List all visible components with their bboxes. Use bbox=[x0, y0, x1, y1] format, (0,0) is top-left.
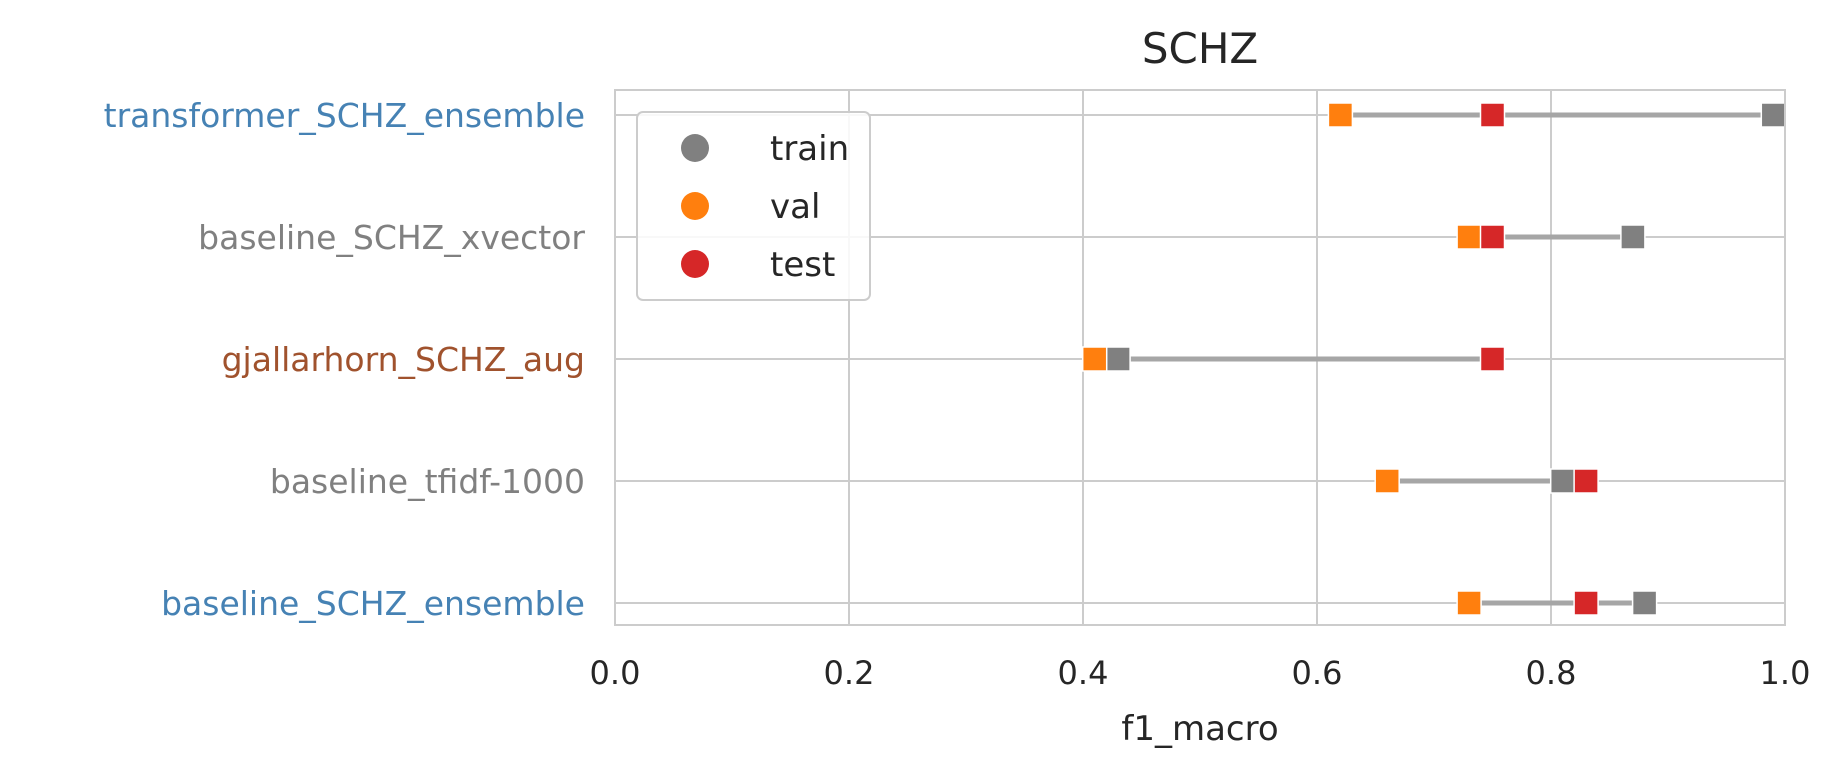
marker-test bbox=[1479, 224, 1506, 250]
marker-val bbox=[1327, 102, 1354, 128]
marker-test bbox=[1479, 102, 1506, 128]
marker-train bbox=[1631, 590, 1658, 616]
plot-frame bbox=[614, 89, 1786, 626]
marker-val bbox=[1456, 590, 1482, 616]
legend-label: val bbox=[770, 187, 820, 227]
marker-test bbox=[1479, 346, 1506, 372]
legend-label: train bbox=[770, 129, 849, 169]
category-label: baseline_tfidf-1000 bbox=[270, 462, 585, 501]
marker-test bbox=[1573, 468, 1599, 494]
x-tick-label: 1.0 bbox=[1760, 654, 1811, 692]
legend: train val test bbox=[636, 111, 871, 301]
marker-train bbox=[1549, 468, 1576, 494]
marker-train bbox=[1620, 224, 1646, 250]
chart-title: SCHZ bbox=[1142, 24, 1258, 73]
x-tick-label: 0.0 bbox=[590, 654, 641, 692]
marker-val bbox=[1374, 468, 1400, 494]
legend-marker-test bbox=[681, 250, 709, 278]
category-label: gjallarhorn_SCHZ_aug bbox=[222, 340, 585, 379]
data-markers bbox=[1081, 102, 1787, 616]
category-label: baseline_SCHZ_xvector bbox=[198, 218, 585, 257]
marker-val bbox=[1456, 224, 1482, 250]
marker-train bbox=[1760, 102, 1787, 128]
x-tick-label: 0.6 bbox=[1292, 654, 1343, 692]
x-tick-labels: 0.0 0.2 0.4 0.6 0.8 1.0 bbox=[590, 654, 1811, 692]
x-tick-label: 0.4 bbox=[1058, 654, 1109, 692]
legend-marker-val bbox=[681, 192, 709, 220]
x-axis-title: f1_macro bbox=[1121, 709, 1278, 749]
category-labels: transformer_SCHZ_ensemble baseline_SCHZ_x… bbox=[104, 96, 586, 623]
legend-label: test bbox=[770, 245, 835, 285]
marker-val bbox=[1081, 346, 1108, 372]
legend-marker-train bbox=[681, 134, 709, 162]
marker-test bbox=[1573, 590, 1599, 616]
category-label: baseline_SCHZ_ensemble bbox=[161, 584, 585, 623]
x-tick-label: 0.8 bbox=[1526, 654, 1577, 692]
category-label: transformer_SCHZ_ensemble bbox=[104, 96, 585, 135]
marker-train bbox=[1105, 346, 1131, 372]
x-tick-label: 0.2 bbox=[824, 654, 875, 692]
